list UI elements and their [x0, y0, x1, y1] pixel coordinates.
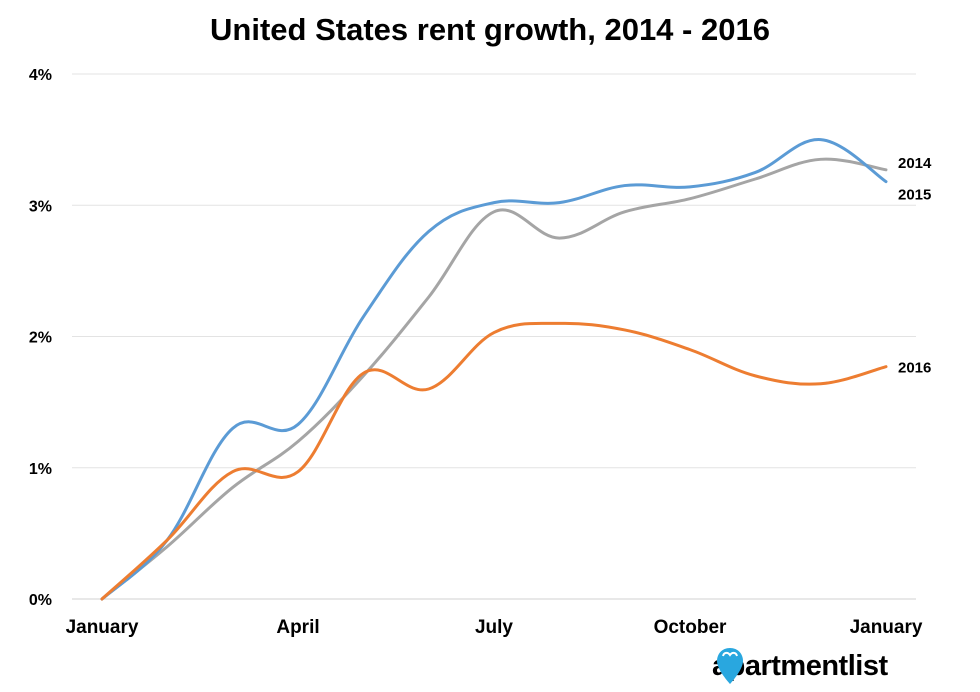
series-labels: 2014 2015 2016 [898, 155, 932, 377]
series-label-2016: 2016 [898, 360, 931, 377]
x-tick-label: April [276, 617, 319, 638]
series-lines [100, 138, 888, 601]
chart-title: United States rent growth, 2014 - 2016 [210, 12, 770, 47]
logo-text-list: list [847, 649, 888, 682]
x-axis-ticks: January April July October January [66, 617, 923, 638]
y-tick-label: 0% [29, 592, 52, 609]
y-tick-label: 3% [29, 198, 52, 215]
series-line-2016 [100, 321, 888, 601]
series-line-2015 [100, 138, 888, 601]
y-tick-label: 2% [29, 330, 52, 347]
x-tick-label: July [475, 617, 513, 638]
gridlines [72, 73, 916, 600]
series-line-2014 [100, 157, 888, 601]
x-tick-label: January [850, 617, 923, 638]
series-label-2014: 2014 [898, 155, 932, 172]
y-axis-ticks: 0% 1% 2% 3% 4% [29, 67, 52, 609]
series-label-2015: 2015 [898, 187, 931, 204]
x-tick-label: October [654, 617, 727, 638]
y-tick-label: 4% [29, 67, 52, 84]
map-pin-icon [717, 648, 743, 684]
x-tick-label: January [66, 617, 139, 638]
y-tick-label: 1% [29, 461, 52, 478]
apartment-list-logo: apartment list [712, 646, 888, 686]
